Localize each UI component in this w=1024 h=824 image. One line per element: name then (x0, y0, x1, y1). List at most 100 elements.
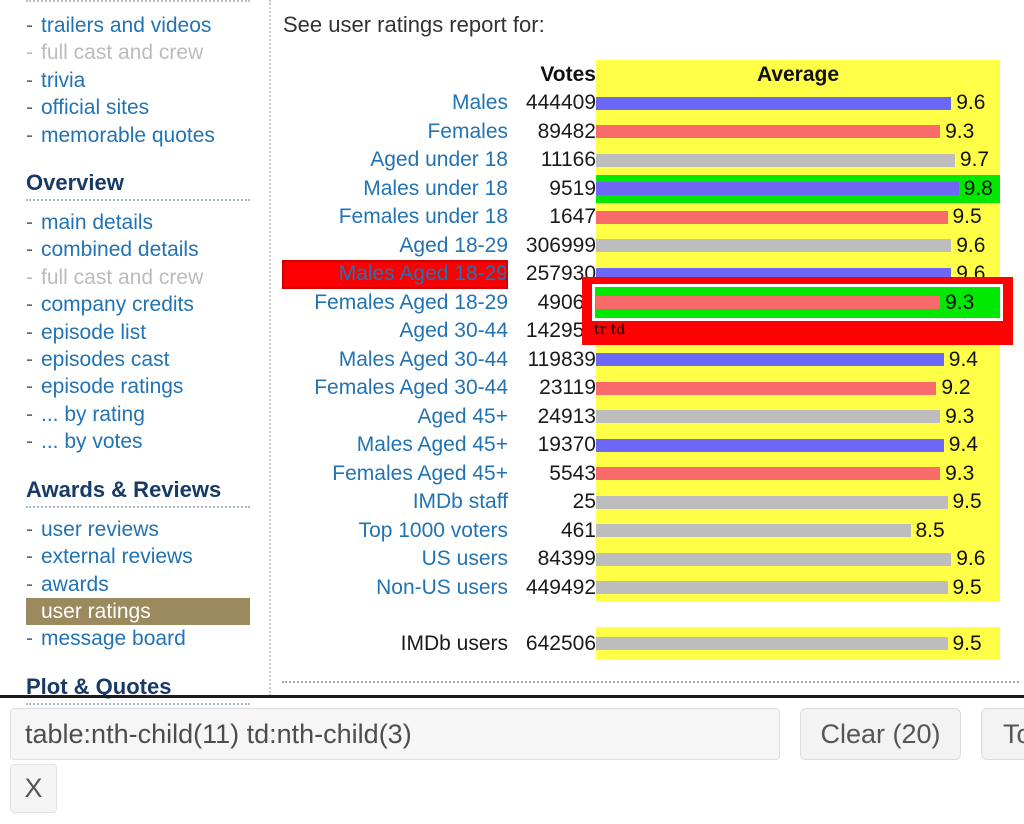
rating-bar (596, 524, 911, 538)
rating-row-votes: 142958 (525, 319, 596, 342)
sidebar-item-episode-list[interactable]: - episode list (26, 319, 250, 346)
sidebar-item-company-credits[interactable]: - company credits (26, 291, 250, 318)
dash-bullet: - (26, 14, 33, 37)
rating-row-votes: 642506 (525, 632, 596, 655)
rating-row-label[interactable]: Males Aged 30-44 (338, 347, 508, 371)
rating-bar (596, 182, 959, 196)
rating-row-label[interactable]: Aged 30-44 (399, 319, 508, 342)
rating-row-males-under-18: Males under 18 9519 9.8 (282, 174, 1000, 203)
sidebar-item-label: awards (41, 572, 109, 596)
sidebar-item-by-votes[interactable]: -... by votes (26, 428, 250, 455)
rating-row-label[interactable]: Males (451, 91, 508, 114)
rating-value: 9.8 (963, 176, 993, 200)
rating-row-imdb-users: IMDb users 642506 9.5 (282, 627, 1000, 660)
sidebar-item-episodes-cast[interactable]: - episodes cast (26, 346, 250, 373)
sidebar-item-combined-details[interactable]: - combined details (26, 236, 250, 263)
dash-bullet: - (26, 375, 33, 399)
rating-bar (596, 581, 948, 595)
rating-row-votes: 49069 (537, 290, 596, 314)
rating-row-label[interactable]: Aged 45+ (417, 404, 508, 428)
rating-row-votes: 119839 (527, 347, 596, 371)
sidebar-item-main-details[interactable]: - main details (26, 209, 250, 236)
dash-bullet: - (26, 572, 33, 596)
sidebar-item-awards[interactable]: - awards (26, 571, 250, 598)
rating-row-votes: 11166 (540, 148, 596, 171)
rating-bar (596, 552, 952, 566)
rating-row-votes: 1647 (549, 205, 596, 228)
totals-row: IMDb users 642506 9.5 (282, 627, 1000, 660)
rating-value: 9.6 (956, 547, 986, 570)
rating-row-label[interactable]: US users (421, 547, 508, 570)
dash-bullet: - (26, 96, 33, 120)
clear-button[interactable]: Clear (20) (800, 708, 961, 760)
sidebar-item-label: episode list (41, 320, 147, 344)
sidebar-item-label: episodes cast (41, 348, 170, 372)
rating-row-average-cell: 9.6 (596, 231, 1000, 260)
sidebar-item-label: trivia (41, 68, 86, 92)
report-title: See user ratings report for: (283, 12, 545, 37)
dash-bullet: - (26, 265, 33, 289)
rating-bar (596, 410, 941, 424)
rating-row-non-us-users: Non-US users 449492 9.5 (282, 573, 1000, 602)
dash-bullet: - (26, 402, 33, 426)
rating-row-average-cell: 9.2 (596, 374, 1000, 403)
rating-value: 9.5 (952, 490, 982, 513)
rating-row-label[interactable]: Top 1000 voters (358, 518, 508, 542)
sidebar-item-user-reviews[interactable]: - user reviews (26, 516, 250, 543)
dash-bullet: - (26, 123, 33, 147)
rating-value: 9.6 (956, 233, 986, 257)
rating-row-top-1000-voters: Top 1000 voters 461 8.5 (282, 516, 1000, 545)
sidebar-item-trailers-and-videos[interactable]: - trailers and videos (26, 12, 250, 39)
rating-row-votes: 25 (572, 490, 596, 513)
rating-row-label[interactable]: Males under 18 (363, 176, 508, 200)
rating-value: 9.4 (948, 347, 978, 371)
rating-row-label[interactable]: Non-US users (376, 575, 508, 599)
rating-row-votes: 257930 (525, 262, 596, 285)
sidebar-item-memorable-quotes[interactable]: - memorable quotes (26, 122, 250, 149)
sidebar-item-official-sites[interactable]: - official sites (26, 94, 250, 121)
sidebar-item-trivia[interactable]: - trivia (26, 67, 250, 94)
sidebar-item-external-reviews[interactable]: - external reviews (26, 543, 250, 570)
rating-row-average-cell: 9.7 (596, 146, 1000, 175)
rating-row-aged-18-29: Aged 18-29 306999 9.6 (282, 231, 1000, 260)
ratings-rows: Males 444409 9.6 Females 89482 9.3 Aged under … (282, 89, 1000, 602)
rating-row-label[interactable]: Females (427, 119, 508, 143)
rating-row-label[interactable]: Aged under 18 (370, 148, 508, 171)
rating-row-label[interactable]: Females Aged 45+ (332, 461, 508, 485)
rating-row-label[interactable]: Males Aged 18-29 (282, 260, 508, 289)
rating-row-label[interactable]: Aged 18-29 (399, 233, 508, 257)
close-button[interactable]: X (10, 764, 57, 813)
rating-value: 9.7 (959, 148, 990, 171)
sidebar-item-label: user reviews (41, 517, 159, 541)
rating-row-females-under-18: Females under 18 1647 9.5 (282, 203, 1000, 232)
sidebar-item-label: trailers and videos (41, 14, 212, 37)
rating-row-votes: 89482 (537, 119, 596, 143)
ratings-table: Votes Average Males 444409 9.6 Females 89482… (282, 60, 1000, 602)
dash-bullet: - (26, 68, 33, 92)
rating-value: 9.5 (952, 632, 982, 655)
dash-bullet: - (26, 430, 33, 454)
rating-row-label[interactable]: Males Aged 45+ (356, 433, 508, 456)
rating-row-label[interactable]: IMDb staff (412, 490, 508, 513)
rating-row-label[interactable]: Females Aged 18-29 (314, 290, 508, 314)
rating-row-females-aged-45: Females Aged 45+ 5543 9.3 (282, 459, 1000, 488)
sidebar-item-by-rating[interactable]: -... by rating (26, 401, 250, 428)
toggle-button[interactable]: To (981, 708, 1024, 760)
sidebar-item-label: official sites (41, 96, 150, 120)
rating-bar (596, 153, 955, 167)
sidebar-item-user-ratings[interactable]: -user ratings (26, 597, 250, 626)
sidebar-item-label: combined details (41, 238, 199, 262)
rating-row-label[interactable]: Females under 18 (338, 205, 508, 228)
column-separator (269, 0, 271, 696)
rating-row-label[interactable]: Females Aged 30-44 (314, 376, 508, 399)
sidebar-item-message-board[interactable]: - message board (26, 625, 250, 652)
rating-row-average-cell: 9.5 (596, 573, 1000, 602)
sidebar-item-label: main details (41, 211, 154, 235)
sidebar-item-label: ... by rating (41, 402, 145, 426)
css-selector-input[interactable] (10, 708, 780, 760)
sidebar-item-label: company credits (41, 293, 194, 317)
rating-row-votes: 19370 (537, 433, 596, 456)
rating-row-aged-45: Aged 45+ 24913 9.3 (282, 402, 1000, 431)
sidebar-item-episode-ratings[interactable]: - episode ratings (26, 373, 250, 400)
